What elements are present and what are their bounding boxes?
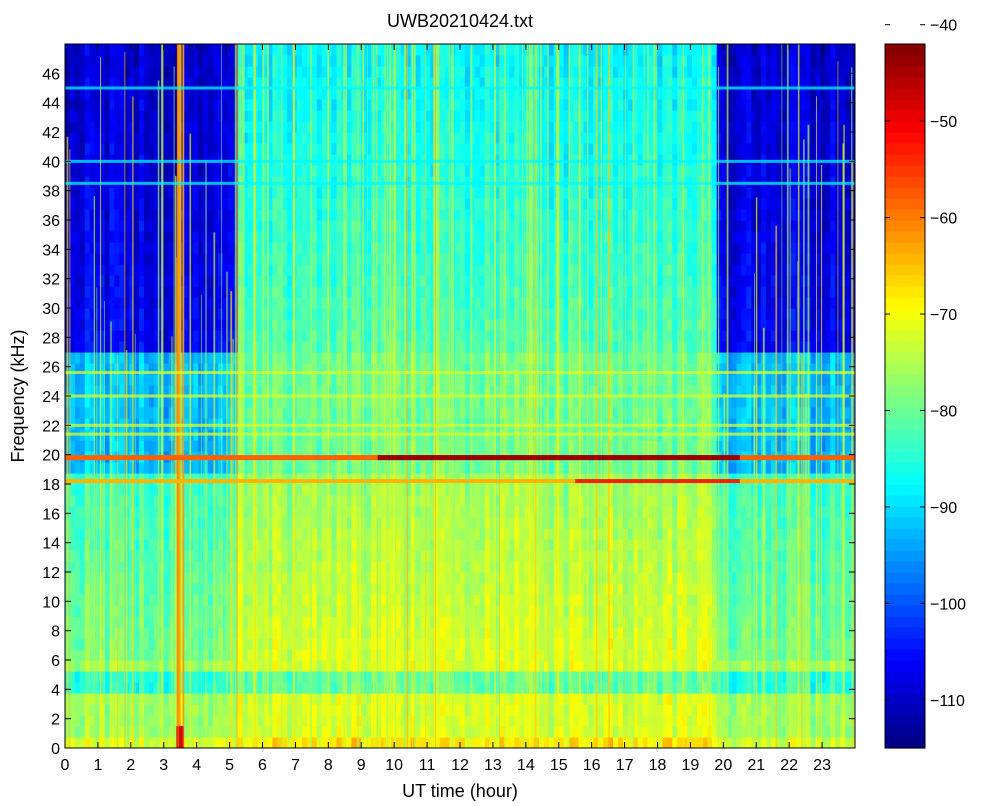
x-tick-label: 21 [747, 757, 765, 774]
colorbar-tick-label: −90 [930, 500, 957, 517]
x-tick-label: 23 [813, 757, 831, 774]
x-tick-label: 13 [484, 757, 502, 774]
colorbar-tick-label: −50 [930, 114, 957, 131]
y-tick-label: 22 [42, 418, 60, 435]
y-tick-label: 0 [51, 741, 60, 758]
y-tick-label: 10 [42, 594, 60, 611]
y-tick-label: 30 [42, 301, 60, 318]
y-tick-label: 14 [42, 536, 60, 553]
x-tick-label: 18 [649, 757, 667, 774]
y-tick-label: 6 [51, 653, 60, 670]
x-tick-label: 17 [616, 757, 634, 774]
x-tick-label: 7 [291, 757, 300, 774]
y-tick-label: 28 [42, 330, 60, 347]
y-tick-label: 46 [42, 66, 60, 83]
y-tick-label: 2 [51, 712, 60, 729]
y-tick-label: 40 [42, 154, 60, 171]
y-tick-label: 34 [42, 242, 60, 259]
chart-title: UWB20210424.txt [387, 11, 533, 31]
x-axis: 0 1 2 3 4 5 6 7 8 9 10 11 12 13 14 15 16 17 18 19 20 21 22 23 [61, 44, 831, 774]
colorbar-tick-label: −110 [930, 693, 965, 710]
y-axis: 0246810121416182022242628303234363840424… [42, 66, 855, 758]
x-tick-label: 16 [583, 757, 601, 774]
y-tick-label: 20 [42, 448, 60, 465]
x-tick-label: 2 [126, 757, 135, 774]
x-tick-label: 15 [550, 757, 568, 774]
x-tick-label: 6 [258, 757, 267, 774]
y-tick-label: 26 [42, 360, 60, 377]
x-tick-label: 22 [780, 757, 798, 774]
y-tick-label: 42 [42, 125, 60, 142]
colorbar-tick-label: −100 [930, 596, 966, 613]
x-tick-label: 1 [93, 757, 102, 774]
colorbar: −40 −50 −60 −70 −80 −90 −100 −110 [884, 18, 966, 749]
y-tick-label: 16 [42, 506, 60, 523]
y-tick-label: 32 [42, 272, 60, 289]
x-axis-label: UT time (hour) [402, 781, 518, 801]
x-tick-label: 0 [61, 757, 70, 774]
colorbar-tick-label: −60 [930, 211, 957, 228]
x-tick-label: 19 [682, 757, 700, 774]
y-tick-label: 44 [42, 96, 60, 113]
y-tick-label: 24 [42, 389, 60, 406]
x-tick-label: 20 [714, 757, 732, 774]
x-tick-label: 9 [357, 757, 366, 774]
colorbar-tick-label: −70 [930, 307, 957, 324]
x-tick-label: 4 [192, 757, 201, 774]
x-tick-label: 10 [385, 757, 403, 774]
y-tick-label: 8 [51, 624, 60, 641]
x-tick-label: 14 [517, 757, 535, 774]
colorbar-frame [884, 43, 926, 749]
x-tick-label: 3 [159, 757, 168, 774]
x-tick-label: 11 [419, 757, 436, 774]
x-tick-label: 5 [225, 757, 234, 774]
y-tick-label: 36 [42, 213, 60, 230]
colorbar-tick-label: −40 [930, 18, 957, 35]
y-tick-label: 18 [42, 477, 60, 494]
y-tick-label: 12 [42, 565, 60, 582]
colorbar-tick-label: −80 [930, 403, 957, 420]
x-tick-label: 8 [324, 757, 333, 774]
y-tick-label: 4 [51, 682, 60, 699]
y-tick-label: 38 [42, 184, 60, 201]
y-axis-label: Frequency (kHz) [8, 329, 28, 462]
heatmap-area [65, 44, 855, 748]
x-tick-label: 12 [451, 757, 469, 774]
